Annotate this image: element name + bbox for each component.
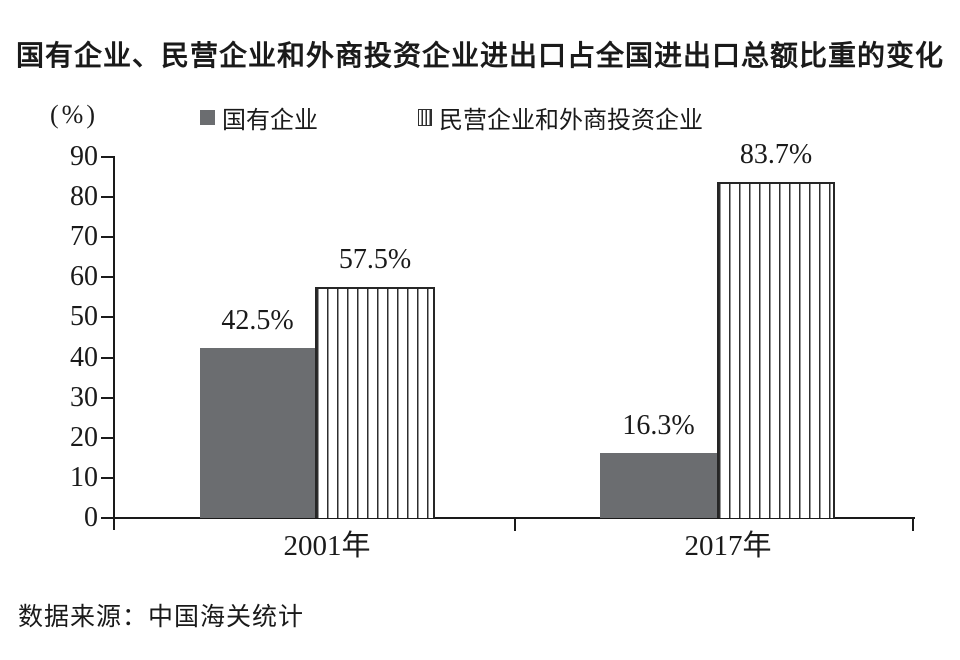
legend-item-private-foreign: 民营企业和外商投资企业 [418, 100, 703, 135]
x-axis-tick [514, 518, 516, 531]
y-axis-tick [101, 156, 115, 158]
y-axis-tick-label: 60 [70, 261, 98, 293]
bar-striped [315, 287, 435, 518]
chart-title: 国有企业、民营企业和外商投资企业进出口占全国进出口总额比重的变化 [15, 40, 944, 71]
y-axis-tick [101, 356, 115, 359]
y-axis-tick-label: 80 [70, 181, 98, 213]
category-label: 2017年 [684, 530, 772, 562]
legend-swatch-solid-gray [200, 110, 215, 125]
y-axis-tick [101, 436, 115, 439]
x-axis-tick [912, 518, 914, 531]
y-axis-tick-label: 50 [70, 301, 98, 333]
bar-solid [200, 348, 315, 518]
legend-swatch-striped [418, 109, 432, 126]
y-axis-tick [101, 396, 115, 399]
data-source: 数据来源：中国海关统计 [18, 604, 305, 631]
bar-value-label: 57.5% [338, 244, 412, 275]
y-axis-tick-label: 30 [70, 381, 98, 413]
y-axis-tick-label: 10 [70, 461, 98, 493]
legend-item-state-owned: 国有企业 [200, 100, 318, 135]
y-axis-tick [101, 517, 115, 519]
y-axis-tick [101, 276, 115, 279]
legend-label: 民营企业和外商投资企业 [439, 108, 703, 134]
bar-value-label: 42.5% [221, 305, 294, 336]
y-axis-unit-label: (%) [50, 100, 98, 129]
category-label: 2001年 [283, 530, 371, 562]
y-axis-tick [101, 236, 115, 239]
y-axis-tick-label: 0 [84, 502, 98, 533]
legend-label: 国有企业 [222, 108, 318, 134]
y-axis-tick [101, 476, 115, 479]
y-axis-tick-label: 40 [70, 341, 98, 373]
bar-striped [717, 182, 835, 518]
y-axis-tick [101, 196, 115, 199]
y-axis-tick-label: 90 [70, 141, 98, 172]
y-axis-tick-label: 70 [70, 221, 98, 253]
bar-solid [600, 453, 717, 518]
y-axis-tick [101, 316, 115, 319]
bar-value-label: 83.7% [739, 139, 813, 170]
y-axis-tick-label: 20 [70, 421, 98, 453]
y-axis-line [113, 157, 115, 530]
bar-value-label: 16.3% [622, 410, 695, 441]
